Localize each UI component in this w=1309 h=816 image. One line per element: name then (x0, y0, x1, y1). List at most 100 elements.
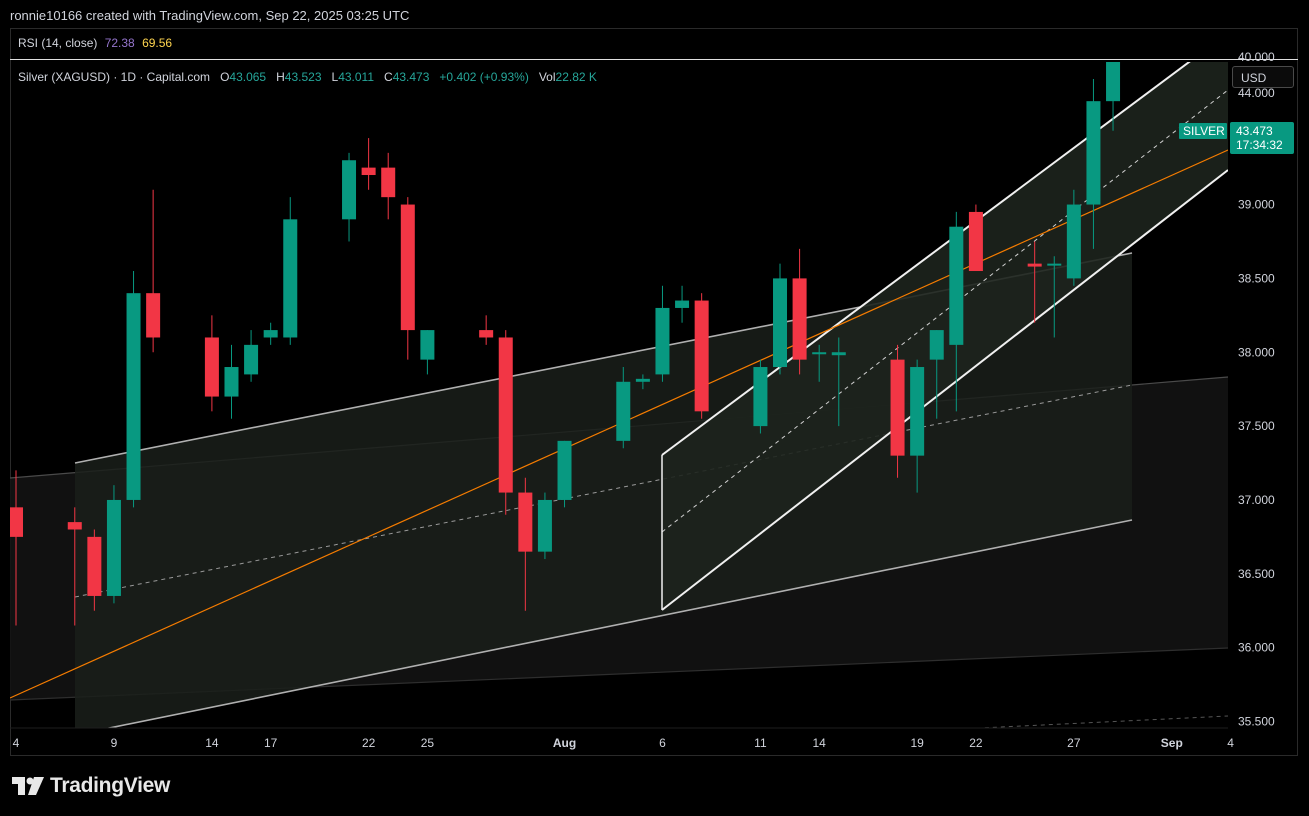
candle-body[interactable] (361, 167, 376, 176)
low-label: L (331, 70, 339, 84)
candle-body[interactable] (675, 300, 690, 308)
y-axis-tick-label: 35.500 (1238, 715, 1275, 729)
high-label: H (276, 70, 285, 84)
rsi-pane[interactable]: RSI (14, close) 72.38 69.56 (10, 28, 1298, 60)
candle-body[interactable] (1066, 204, 1081, 279)
y-axis-tick-label: 38.000 (1238, 345, 1275, 359)
x-axis-tick-label: 14 (205, 736, 219, 750)
candle-body[interactable] (518, 492, 533, 552)
candle-body[interactable] (694, 300, 709, 412)
candle-body[interactable] (0, 507, 3, 522)
candle-body[interactable] (1106, 0, 1121, 102)
candle-body[interactable] (9, 507, 23, 537)
candle-body[interactable] (87, 536, 102, 596)
candle-body[interactable] (557, 440, 572, 500)
candle-body[interactable] (381, 167, 396, 198)
candle-body[interactable] (616, 381, 631, 441)
x-axis-tick-label: Aug (553, 736, 576, 750)
candle-body[interactable] (204, 337, 219, 397)
steep-channel-bottom[interactable] (661, 169, 1228, 611)
symbol-name: Silver (XAGUSD) · 1D · Capital.com (18, 70, 211, 84)
rsi-ma-value: 69.56 (142, 36, 173, 50)
x-axis-tick-label: 27 (1067, 736, 1081, 750)
middle-channel-bottom[interactable] (75, 519, 1133, 735)
x-axis-tick-label: 17 (264, 736, 278, 750)
candle-body[interactable] (342, 160, 357, 220)
candle-body[interactable] (106, 499, 121, 596)
candle-body[interactable] (67, 522, 82, 530)
rsi-value: 72.38 (104, 36, 135, 50)
candle-body[interactable] (1027, 263, 1042, 267)
y-axis-tick-label: 36.000 (1238, 641, 1275, 655)
price-tag-name-bg (1179, 123, 1227, 139)
candle-body[interactable] (929, 330, 944, 360)
candle-body[interactable] (283, 219, 298, 338)
tradingview-brand[interactable]: TradingView (12, 774, 170, 798)
x-axis-tick-label: 25 (421, 736, 435, 750)
rsi-title: RSI (14, close) (18, 36, 98, 50)
tradingview-logo-icon (12, 777, 44, 796)
outer-channel-mid[interactable] (10, 715, 1228, 775)
candle-body[interactable] (244, 344, 259, 375)
chart-attribution: ronnie10166 created with TradingView.com… (10, 8, 410, 23)
currency-selector[interactable]: USD (1232, 66, 1294, 88)
y-axis-tick-label: 44.000 (1238, 86, 1275, 100)
candle-body[interactable] (949, 226, 964, 345)
volume-label: Vol (538, 70, 556, 84)
y-axis-tick-label: 37.000 (1238, 493, 1275, 507)
candle-body[interactable] (773, 278, 788, 368)
candle-body[interactable] (831, 352, 846, 356)
y-axis-tick-label: 40.000 (1238, 50, 1275, 64)
candle-body[interactable] (890, 359, 905, 456)
price-tag-bg (1230, 122, 1294, 154)
x-axis-tick-label: 6 (659, 736, 666, 750)
x-axis-tick-label: 22 (969, 736, 983, 750)
candle-body[interactable] (420, 330, 435, 360)
x-axis-tick-label: 14 (813, 736, 827, 750)
open-value: 43.065 (229, 70, 267, 84)
y-axis-tick-label: 39.000 (1238, 198, 1275, 212)
x-axis-tick-label: 4 (1227, 736, 1234, 750)
candle-body[interactable] (537, 499, 552, 552)
candle-body[interactable] (479, 330, 494, 338)
volume-value: 22.82 K (555, 70, 597, 84)
candle-body[interactable] (635, 378, 650, 382)
candle-body[interactable] (263, 330, 278, 338)
x-axis-tick-label: Sep (1161, 736, 1183, 750)
candle-body[interactable] (1086, 101, 1101, 205)
change-value: +0.402 (+0.93%) (439, 70, 529, 84)
open-label: O (220, 70, 230, 84)
candle-body[interactable] (224, 367, 239, 397)
close-label: C (384, 70, 393, 84)
candle-body[interactable] (753, 367, 768, 427)
price-tag-countdown: 17:34:32 (1236, 138, 1283, 152)
price-tag-price: 43.473 (1236, 124, 1273, 138)
x-axis-tick-label: 11 (754, 736, 767, 750)
y-axis-tick-label: 37.500 (1238, 419, 1275, 433)
candle-body[interactable] (910, 367, 925, 456)
y-axis-tick-label: 36.500 (1238, 567, 1275, 581)
chart-frame (10, 28, 1298, 756)
candle-body[interactable] (498, 337, 513, 493)
x-axis-tick-label: 19 (910, 736, 924, 750)
low-value: 43.011 (338, 70, 375, 84)
candle-body[interactable] (1047, 263, 1062, 266)
x-axis-tick-label: 9 (111, 736, 118, 750)
symbol-legend: Silver (XAGUSD) · 1D · Capital.com O43.0… (18, 70, 597, 84)
candle-body[interactable] (968, 211, 983, 272)
price-tag-name: SILVER (1183, 124, 1225, 138)
brand-name: TradingView (50, 774, 171, 797)
candle-body[interactable] (812, 352, 827, 355)
close-value: 43.473 (392, 70, 430, 84)
high-value: 43.523 (284, 70, 322, 84)
candle-body[interactable] (792, 278, 807, 360)
rsi-legend: RSI (14, close) 72.38 69.56 (18, 36, 172, 50)
drawings-layer (0, 0, 1228, 775)
candle-body[interactable] (655, 307, 670, 375)
candle-body[interactable] (400, 204, 415, 331)
middle-channel-mid[interactable] (74, 384, 1133, 598)
candle-body[interactable] (126, 293, 141, 500)
candle-body[interactable] (146, 293, 161, 338)
x-axis-tick-label: 4 (13, 736, 20, 750)
